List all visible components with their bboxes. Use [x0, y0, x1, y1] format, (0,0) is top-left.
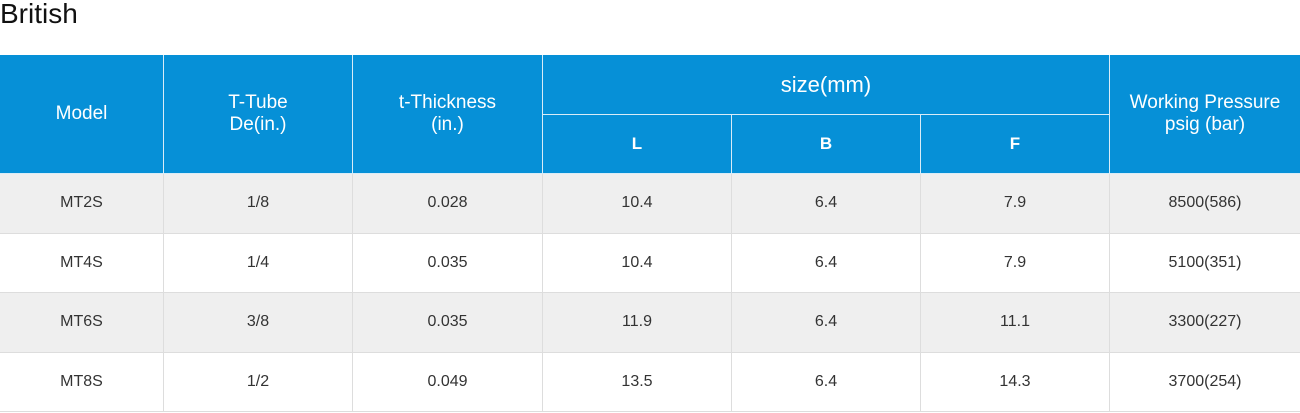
table-cell: MT2S — [0, 174, 164, 234]
subcolumn-header: L — [543, 115, 732, 174]
table-cell: MT6S — [0, 293, 164, 353]
column-header: T-Tube De(in.) — [164, 55, 353, 174]
table-cell: 0.049 — [353, 352, 543, 412]
table-cell: 5100(351) — [1110, 233, 1300, 293]
table-cell: 6.4 — [732, 174, 921, 234]
table-cell: 13.5 — [543, 352, 732, 412]
table-cell: 1/2 — [164, 352, 353, 412]
table-cell: MT8S — [0, 352, 164, 412]
column-header: Working Pressure psig (bar) — [1110, 55, 1300, 174]
table-cell: 6.4 — [732, 293, 921, 353]
table-cell: 0.028 — [353, 174, 543, 234]
table-cell: MT4S — [0, 233, 164, 293]
table-cell: 11.9 — [543, 293, 732, 353]
table-cell: 11.1 — [921, 293, 1110, 353]
table-cell: 1/8 — [164, 174, 353, 234]
table-cell: 8500(586) — [1110, 174, 1300, 234]
table-cell: 7.9 — [921, 174, 1110, 234]
table-cell: 6.4 — [732, 233, 921, 293]
subcolumn-header: B — [732, 115, 921, 174]
table-cell: 6.4 — [732, 352, 921, 412]
table-cell: 0.035 — [353, 233, 543, 293]
table-cell: 7.9 — [921, 233, 1110, 293]
group-header: size(mm) — [543, 55, 1110, 115]
section-title: British — [0, 0, 78, 29]
table-cell: 10.4 — [543, 233, 732, 293]
table-cell: 14.3 — [921, 352, 1110, 412]
table-cell: 3700(254) — [1110, 352, 1300, 412]
column-header: Model — [0, 55, 164, 174]
subcolumn-header: F — [921, 115, 1110, 174]
table-cell: 10.4 — [543, 174, 732, 234]
table-cell: 1/4 — [164, 233, 353, 293]
table-cell: 0.035 — [353, 293, 543, 353]
column-header: t-Thickness (in.) — [353, 55, 543, 174]
table-cell: 3/8 — [164, 293, 353, 353]
table-cell: 3300(227) — [1110, 293, 1300, 353]
